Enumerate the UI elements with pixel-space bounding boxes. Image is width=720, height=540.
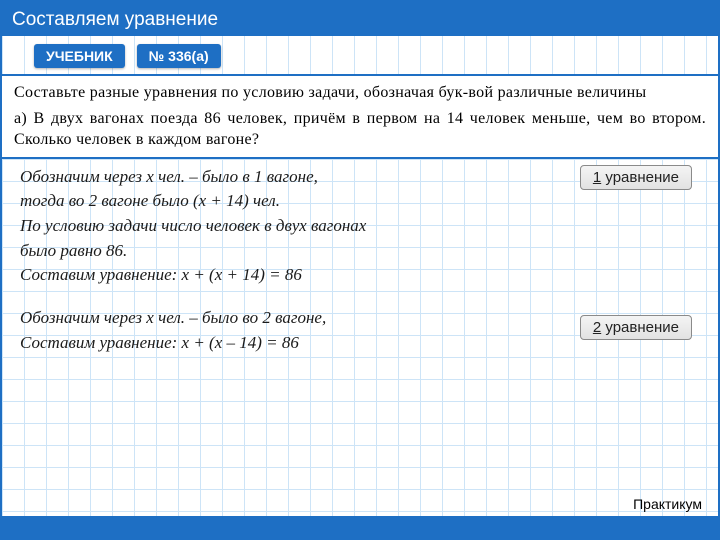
page-title: Составляем уравнение [2, 4, 718, 36]
solution-line: Обозначим через х чел. – было во 2 вагон… [20, 306, 510, 331]
solution-area: Обозначим через х чел. – было в 1 вагоне… [2, 159, 718, 516]
problem-intro: Составьте разные уравнения по условию за… [14, 82, 706, 104]
solution-line: Составим уравнение: х + (х + 14) = 86 [20, 263, 510, 288]
solution-line: Обозначим через х чел. – было в 1 вагоне… [20, 165, 510, 190]
problem-statement: Составьте разные уравнения по условию за… [2, 74, 718, 159]
eq1-text: уравнение [601, 169, 679, 186]
equation-2-badge: 2 уравнение [580, 315, 692, 340]
eq1-number: 1 [593, 169, 601, 186]
problem-number-badge: № 336(а) [137, 44, 221, 68]
footer-label: Практикум [633, 496, 702, 512]
solution-block-2: Обозначим через х чел. – было во 2 вагон… [20, 306, 510, 355]
page-container: Составляем уравнение УЧЕБНИК № 336(а) Со… [0, 0, 720, 540]
solution-block-1: Обозначим через х чел. – было в 1 вагоне… [20, 165, 510, 288]
solution-text: Обозначим через х чел. – было в 1 вагоне… [20, 165, 510, 355]
textbook-badge: УЧЕБНИК [34, 44, 125, 68]
solution-line: было равно 86. [20, 239, 510, 264]
solution-line: По условию задачи число человек в двух в… [20, 214, 510, 239]
equation-1-badge: 1 уравнение [580, 165, 692, 190]
solution-line: тогда во 2 вагоне было (х + 14) чел. [20, 189, 510, 214]
eq2-number: 2 [593, 319, 601, 336]
eq2-text: уравнение [601, 319, 679, 336]
footer-bar [2, 516, 718, 538]
badges-row: УЧЕБНИК № 336(а) [2, 36, 718, 74]
problem-item-a: а) В двух вагонах поезда 86 человек, при… [14, 108, 706, 151]
solution-line: Составим уравнение: х + (х – 14) = 86 [20, 331, 510, 356]
